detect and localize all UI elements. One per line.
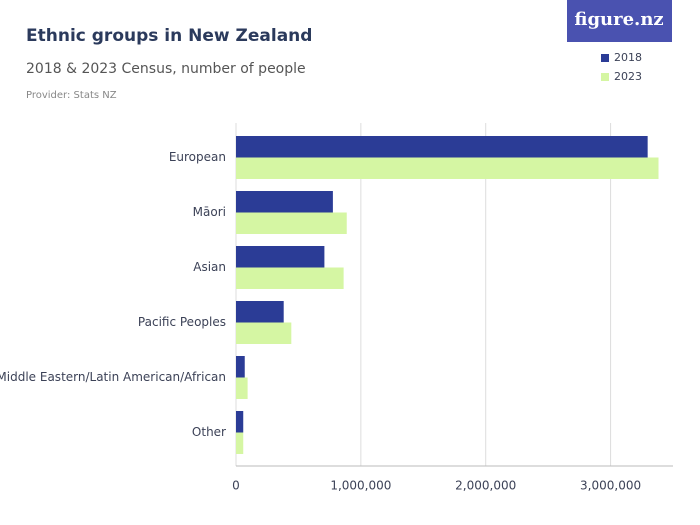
bar xyxy=(236,157,659,179)
bar xyxy=(236,267,344,289)
logo-box xyxy=(567,0,672,42)
bar xyxy=(236,191,333,213)
legend-label: 2023 xyxy=(614,70,642,83)
y-tick-label: Other xyxy=(192,425,226,439)
bar xyxy=(236,136,648,158)
chart-title: Ethnic groups in New Zealand xyxy=(26,26,312,46)
x-tick-label: 3,000,000 xyxy=(580,479,641,493)
y-tick-label: Asian xyxy=(193,260,226,274)
bar xyxy=(236,301,284,323)
x-tick-label: 2,000,000 xyxy=(455,479,516,493)
bar xyxy=(236,377,248,399)
bar xyxy=(236,356,245,378)
legend-swatch xyxy=(601,54,609,62)
x-tick-label: 0 xyxy=(232,479,240,493)
legend-swatch xyxy=(601,73,609,81)
bar xyxy=(236,212,347,234)
bar xyxy=(236,322,292,344)
logo: figure.nz xyxy=(574,9,663,30)
chart-subtitle: 2018 & 2023 Census, number of people xyxy=(26,61,306,77)
y-tick-label: European xyxy=(169,150,226,164)
y-tick-label: Māori xyxy=(193,205,226,219)
source: Provider: Stats NZ xyxy=(26,90,117,101)
x-tick-label: 1,000,000 xyxy=(330,479,391,493)
bar xyxy=(236,246,325,268)
y-tick-label: Middle Eastern/Latin American/African xyxy=(0,370,226,384)
y-tick-label: Pacific Peoples xyxy=(138,315,226,329)
legend-label: 2018 xyxy=(614,51,642,64)
bar xyxy=(236,411,244,433)
bar xyxy=(236,432,244,454)
